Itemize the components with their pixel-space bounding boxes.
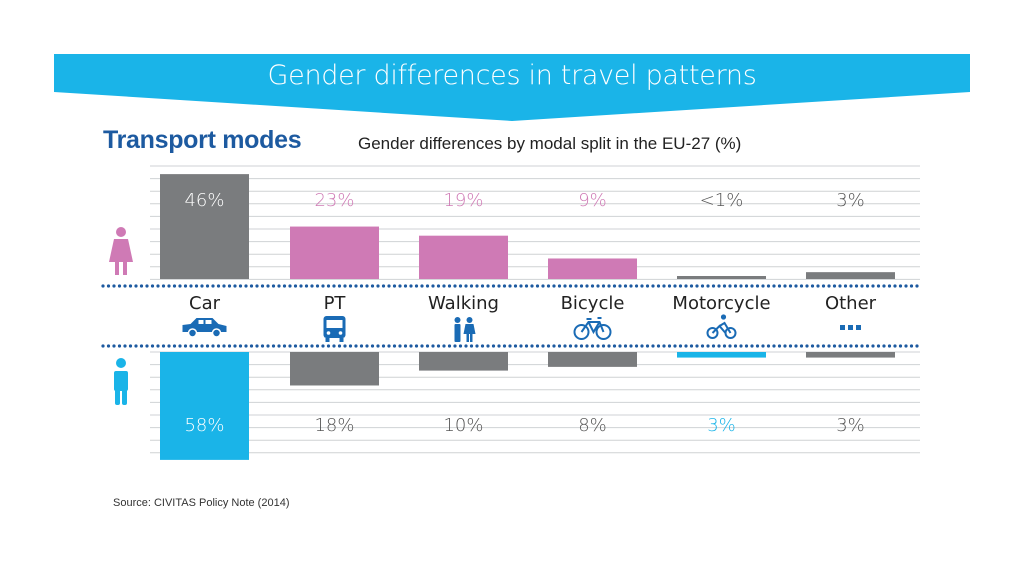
value-label-female: 23%	[314, 190, 354, 211]
bar-male-bicycle	[548, 352, 637, 367]
bar-female-car	[160, 174, 249, 279]
bar-female-pt	[290, 226, 379, 279]
value-label-male: 10%	[443, 415, 483, 436]
title-banner	[54, 54, 970, 121]
female-value-labels: 46% 23% 19% 9% <1% 3%	[184, 190, 864, 211]
bar-male-walking	[419, 352, 508, 371]
chart-subheading: Gender differences by modal split in the…	[358, 134, 742, 153]
value-label-male: 3%	[707, 415, 736, 436]
walking-people-icon	[454, 317, 476, 342]
divider-lines	[101, 284, 924, 348]
bus-icon	[323, 316, 346, 342]
value-label-female: <1%	[700, 190, 744, 211]
value-label-male: 3%	[836, 415, 865, 436]
bar-male-car	[160, 352, 249, 460]
value-label-female: 46%	[184, 190, 224, 211]
source-note: Source: CIVITAS Policy Note (2014)	[113, 497, 290, 509]
bar-male-pt	[290, 352, 379, 386]
male-person-icon	[114, 358, 128, 405]
category-label: Other	[825, 293, 877, 314]
grid-top	[150, 165, 920, 280]
bar-male-motorcycle	[677, 352, 766, 358]
banner-title: Gender differences in travel patterns	[267, 60, 757, 91]
mode-icons	[182, 314, 861, 342]
value-label-male: 18%	[314, 415, 354, 436]
value-label-female: 3%	[836, 190, 865, 211]
category-label: Car	[189, 293, 221, 314]
bar-male-other	[806, 352, 895, 358]
bars	[160, 174, 895, 460]
chart-heading: Transport modes	[103, 126, 302, 154]
value-label-female: 9%	[578, 190, 607, 211]
value-label-male: 58%	[184, 415, 224, 436]
category-label: PT	[324, 293, 347, 314]
grid-bottom	[150, 351, 920, 454]
bar-female-other	[806, 272, 895, 279]
car-icon	[182, 318, 227, 338]
value-label-female: 19%	[443, 190, 483, 211]
female-person-icon	[109, 227, 133, 275]
bicycle-icon	[573, 317, 612, 340]
category-label: Walking	[428, 293, 499, 314]
value-label-male: 8%	[578, 415, 607, 436]
category-label: Motorcycle	[672, 293, 770, 314]
male-value-labels: 58% 18% 10% 8% 3% 3%	[184, 415, 864, 436]
bar-female-bicycle	[548, 258, 637, 279]
banner-shape	[54, 54, 970, 121]
bar-female-motorcycle	[677, 276, 766, 279]
bar-female-walking	[419, 235, 508, 279]
ellipsis-icon	[840, 325, 861, 330]
motorcycle-icon	[706, 314, 737, 339]
category-labels: Car PT Walking Bicycle Motorcycle Other	[189, 293, 877, 314]
category-label: Bicycle	[561, 293, 625, 314]
